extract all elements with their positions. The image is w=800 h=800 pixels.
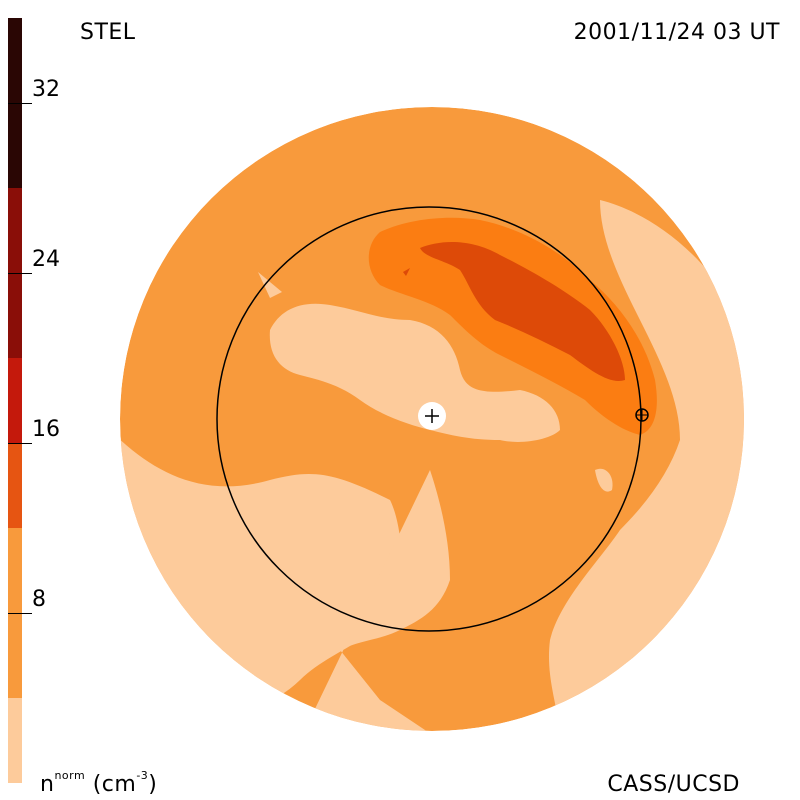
colorbar-segment xyxy=(8,443,22,528)
colorbar-tick-mark xyxy=(8,443,32,444)
credit-label: CASS/UCSD xyxy=(607,772,740,797)
colorbar-tick-label: 16 xyxy=(32,417,60,442)
sun-cross-icon xyxy=(425,409,439,423)
earth-marker-cross xyxy=(636,409,648,421)
colorbar-tick-label: 24 xyxy=(32,247,60,272)
high-region-northeast xyxy=(420,242,625,381)
observatory-label: STEL xyxy=(80,20,136,45)
earth-orbit-circle xyxy=(216,206,642,632)
colorbar-tick-mark xyxy=(8,273,32,274)
colorbar-tick-label: 8 xyxy=(32,587,46,612)
low-region-northwest xyxy=(258,272,282,298)
colorbar-tick-mark xyxy=(8,103,32,104)
low-region-south xyxy=(300,470,450,731)
unit-label: nnorm (cm-3) xyxy=(40,768,158,797)
colorbar-segment xyxy=(8,698,22,783)
colorbar-tick-label: 32 xyxy=(32,77,60,102)
colorbar-tick-mark xyxy=(8,613,32,614)
low-region-center-west xyxy=(269,303,560,442)
low-region-center xyxy=(358,375,425,420)
colorbar-segment xyxy=(8,358,22,443)
timestamp-label: 2001/11/24 03 UT xyxy=(573,20,780,45)
low-region-east-patch xyxy=(595,468,613,492)
high-region-speck xyxy=(403,268,410,276)
